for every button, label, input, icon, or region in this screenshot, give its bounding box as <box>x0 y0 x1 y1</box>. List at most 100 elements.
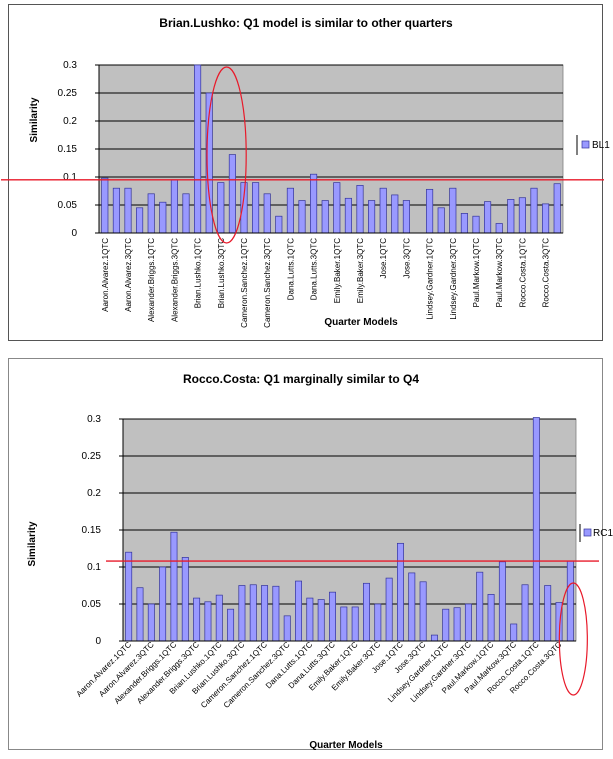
bar <box>507 199 515 234</box>
bar <box>374 603 382 642</box>
bar <box>136 587 144 642</box>
x-tick-label: Dana.Lutts.1QTC <box>286 238 295 300</box>
bar <box>464 603 472 642</box>
x-tick-label: Alexander.Briggs.1QTC <box>147 238 156 322</box>
bar <box>217 182 225 234</box>
bar <box>487 594 495 642</box>
y-tick-label: 0 <box>71 228 77 239</box>
bar <box>344 197 352 234</box>
bar <box>542 203 550 234</box>
bar <box>385 577 393 642</box>
x-tick-label: Aaron.Alvarez.3QTC <box>124 238 133 312</box>
y-axis-title: Similarity <box>29 97 40 142</box>
bar <box>544 585 552 642</box>
y-tick-label: 0.3 <box>63 60 77 71</box>
x-axis-title: Quarter Models <box>309 740 383 751</box>
y-tick-label: 0.25 <box>82 451 102 462</box>
x-tick-label: Cameron.Sanchez.1QTC <box>240 238 249 328</box>
bar <box>263 193 271 234</box>
bar <box>437 207 445 234</box>
bar <box>321 200 329 234</box>
y-tick-label: 0.3 <box>87 414 101 425</box>
plot-area: 00.050.10.150.20.250.3Aaron.Alvarez.1QTC… <box>1 60 604 328</box>
bar <box>419 581 427 642</box>
bar <box>449 187 457 234</box>
chart-title: Rocco.Costa: Q1 marginally similar to Q4 <box>183 372 419 386</box>
bar <box>453 607 461 642</box>
bar <box>249 584 257 642</box>
bar <box>442 608 450 642</box>
chart-svg-rocco-costa: Rocco.Costa: Q1 marginally similar to Q4… <box>27 372 613 751</box>
bar <box>356 185 364 234</box>
bar <box>472 215 480 234</box>
bar <box>379 187 387 234</box>
y-tick-label: 0.05 <box>82 599 102 610</box>
highlight-ellipse <box>206 66 247 244</box>
x-tick-label: Brian.Lushko.3QTC <box>217 238 226 308</box>
bar <box>532 417 540 642</box>
chart-panel-brian-lushko: Brian.Lushko: Q1 model is similar to oth… <box>1 4 610 341</box>
x-tick-label: Cameron.Sanchez.3QTC <box>263 238 272 328</box>
bar <box>227 608 235 642</box>
bar <box>228 154 236 234</box>
y-tick-label: 0.05 <box>58 200 78 211</box>
bar <box>333 182 341 234</box>
bar <box>194 64 202 234</box>
bar <box>159 566 167 642</box>
bar <box>363 582 370 642</box>
bar <box>147 603 155 642</box>
bar <box>430 634 438 642</box>
bar <box>521 584 529 642</box>
bar <box>193 597 201 642</box>
chart-panel-rocco-costa: Rocco.Costa: Q1 marginally similar to Q4… <box>8 358 613 751</box>
bar <box>125 551 133 642</box>
bar <box>252 182 260 234</box>
x-tick-label: Brian.Lushko.1QTC <box>194 238 203 308</box>
legend-label: BL1 <box>592 140 610 151</box>
bar <box>204 601 212 642</box>
bar <box>368 200 376 234</box>
bar <box>295 580 303 642</box>
y-tick-label: 0 <box>95 636 101 647</box>
x-tick-label: Rocco.Costa.1QTC <box>518 238 527 308</box>
x-tick-label: Jose.1QTC <box>379 238 388 279</box>
x-tick-label: Emily.Baker.3QTC <box>356 238 365 303</box>
bar <box>170 179 178 234</box>
x-axis-title: Quarter Models <box>324 317 398 328</box>
bar <box>136 207 144 234</box>
bar <box>329 591 336 642</box>
y-axis-title: Similarity <box>27 521 38 566</box>
bar <box>408 572 416 642</box>
bar <box>498 561 506 642</box>
bar <box>182 193 190 234</box>
bar <box>298 200 306 234</box>
bar <box>238 585 246 642</box>
bar <box>159 201 167 234</box>
bar <box>402 200 410 234</box>
bar <box>124 187 132 234</box>
x-tick-label: Rocco.Costa.3QTC <box>542 238 551 308</box>
legend: BL1 <box>576 135 610 155</box>
x-tick-label: Dana.Lutts.3QTC <box>310 238 319 300</box>
bar <box>275 215 283 234</box>
bar <box>306 597 314 642</box>
bar <box>510 623 518 642</box>
bar <box>484 201 492 234</box>
legend: RC1 <box>579 524 613 542</box>
y-tick-label: 0.1 <box>63 172 77 183</box>
legend-label: RC1 <box>593 528 613 539</box>
y-tick-label: 0.1 <box>87 562 101 573</box>
bar <box>391 194 399 234</box>
bar <box>215 594 223 642</box>
bar <box>553 183 561 234</box>
y-tick-label: 0.15 <box>82 525 102 536</box>
y-tick-label: 0.2 <box>87 488 101 499</box>
plot-area: 00.050.10.150.20.250.3Aaron.Alvarez.1QTC… <box>75 414 599 710</box>
x-tick-label: Aaron.Alvarez.1QTC <box>101 238 110 312</box>
chart-svg-brian-lushko: Brian.Lushko: Q1 model is similar to oth… <box>1 16 610 328</box>
y-tick-label: 0.2 <box>63 116 77 127</box>
bar <box>286 187 294 234</box>
bar <box>476 571 484 642</box>
bar <box>283 615 291 642</box>
x-tick-label: Lindsey.Gardner.3QTC <box>449 238 458 320</box>
